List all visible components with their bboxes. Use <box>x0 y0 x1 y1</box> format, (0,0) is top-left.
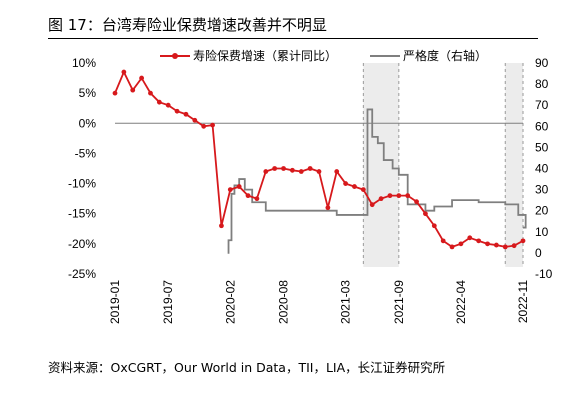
y-right-tick-label: 70 <box>535 98 549 112</box>
premium-growth-point <box>219 223 224 229</box>
y-right-tick-label: 40 <box>535 162 549 176</box>
premium-growth-point <box>245 193 251 199</box>
x-tick-label: 2019-01 <box>108 280 122 324</box>
legend-label-premium: 寿险保费增速（累计同比） <box>193 48 337 63</box>
y-right-tick-label: 80 <box>535 77 549 91</box>
series-stringency <box>227 108 527 254</box>
y-right-tick-label: 60 <box>535 119 549 133</box>
premium-growth-point <box>227 187 233 193</box>
premium-growth-point <box>467 235 473 241</box>
shaded-period <box>505 63 523 267</box>
y-left-tick-label: -20% <box>68 237 96 251</box>
premium-growth-point <box>121 69 127 75</box>
legend: 寿险保费增速（累计同比） 严格度（右轴） <box>160 48 487 63</box>
premium-growth-point <box>396 193 402 199</box>
premium-growth-point <box>298 169 304 174</box>
title-divider <box>48 38 538 39</box>
premium-growth-point <box>387 193 393 199</box>
premium-growth-point <box>378 196 384 202</box>
premium-growth-point <box>307 166 313 171</box>
premium-growth-line <box>114 69 524 248</box>
premium-growth-point <box>210 122 215 128</box>
premium-growth-point <box>520 238 526 244</box>
premium-growth-point <box>485 241 490 247</box>
x-axis-ticks: 2019-01 2019-07 2020-02 2020-08 2021-03 2021-… <box>108 280 530 324</box>
y-right-tick-label: 20 <box>535 204 549 218</box>
source-note: 资料来源：OxCGRT，Our World in Data，TII，LIA，长江… <box>48 360 446 375</box>
y-left-tick-label: 5% <box>79 86 97 100</box>
premium-growth-point <box>281 166 286 171</box>
premium-growth-point <box>458 241 464 247</box>
x-tick-label: 2022-04 <box>454 280 468 324</box>
y-left-tick-label: -10% <box>68 177 96 191</box>
y-right-tick-label: -10 <box>535 267 553 281</box>
premium-growth-point <box>316 169 322 174</box>
premium-growth-point <box>201 123 207 129</box>
premium-growth-point <box>289 167 295 173</box>
x-tick-label: 2020-02 <box>223 280 237 324</box>
premium-growth-point <box>272 166 278 171</box>
premium-growth-point <box>139 75 145 81</box>
y-left-tick-label: -25% <box>68 267 96 281</box>
y-left-tick-label: 10% <box>72 56 96 70</box>
premium-growth-point <box>493 242 499 248</box>
premium-growth-point <box>156 99 162 105</box>
y-right-tick-label: 50 <box>535 140 549 154</box>
x-tick-label: 2021-09 <box>392 280 406 324</box>
x-tick-label: 2019-07 <box>161 280 175 324</box>
legend-marker-premium <box>172 53 178 59</box>
premium-growth-point <box>511 243 517 249</box>
right-axis-ticks: 90 80 70 60 50 40 30 20 10 0 -10 <box>535 56 553 281</box>
y-right-tick-label: 30 <box>535 183 549 197</box>
premium-growth-point <box>369 202 375 208</box>
premium-growth-point <box>130 87 136 93</box>
x-tick-label: 2020-08 <box>277 280 291 324</box>
premium-growth-point <box>405 193 411 199</box>
premium-growth-point <box>414 199 419 205</box>
premium-growth-point <box>334 169 340 174</box>
premium-growth-point <box>112 90 118 96</box>
premium-growth-point <box>423 211 428 217</box>
left-axis-ticks: 10% 5% 0% -5% -10% -15% -20% -25% <box>68 56 96 281</box>
premium-growth-point <box>352 184 357 189</box>
premium-growth-point <box>236 184 242 189</box>
y-left-tick-label: 0% <box>79 116 97 130</box>
premium-growth-point <box>263 169 269 174</box>
premium-growth-point <box>502 244 508 250</box>
chart-title: 图 17：台湾寿险业保费增速改善并不明显 <box>48 16 327 34</box>
premium-growth-point <box>325 205 331 211</box>
premium-growth-point <box>431 223 437 229</box>
premium-growth-point <box>165 102 171 108</box>
premium-growth-point <box>449 244 455 250</box>
y-right-tick-label: 0 <box>535 246 542 260</box>
premium-growth-point <box>174 108 180 114</box>
premium-growth-point <box>440 238 446 244</box>
legend-label-stringency: 严格度（右轴） <box>403 48 487 63</box>
premium-growth-point <box>254 196 260 202</box>
premium-growth-point <box>183 111 189 117</box>
premium-growth-point <box>476 238 482 244</box>
stringency-line <box>227 108 527 254</box>
premium-growth-point <box>148 90 153 96</box>
x-tick-label: 2022-11 <box>516 280 530 323</box>
premium-growth-point <box>360 187 366 193</box>
premium-growth-point <box>343 181 349 186</box>
y-right-tick-label: 10 <box>535 225 549 239</box>
y-left-tick-label: -5% <box>75 146 97 160</box>
series-premium <box>112 69 526 250</box>
premium-growth-point <box>192 117 198 123</box>
x-tick-label: 2021-03 <box>339 280 353 324</box>
shaded-periods <box>362 63 524 267</box>
y-left-tick-label: -15% <box>68 207 96 221</box>
y-right-tick-label: 90 <box>535 56 549 70</box>
